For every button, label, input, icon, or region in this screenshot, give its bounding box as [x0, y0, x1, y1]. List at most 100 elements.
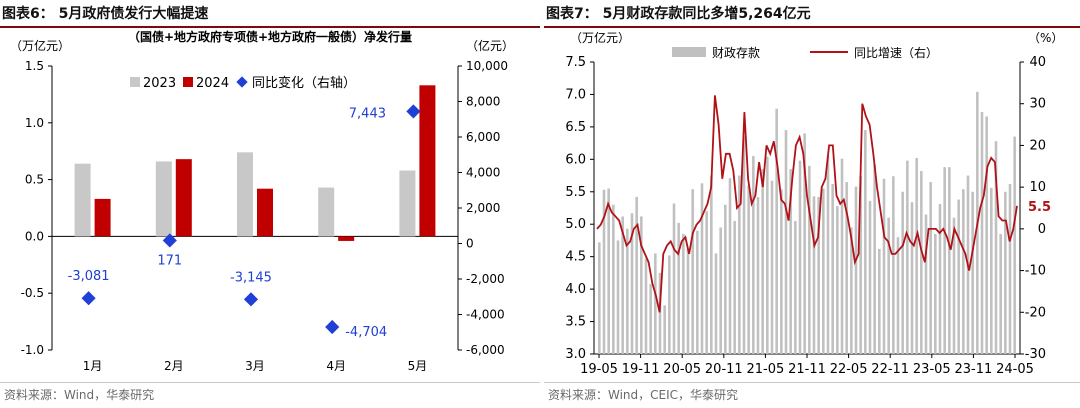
- deposit-bar: [705, 211, 708, 354]
- x-tick-label: 22-11: [871, 362, 909, 377]
- deposit-bar: [682, 233, 685, 354]
- left-tick-label: 6.5: [565, 120, 586, 135]
- category-label: 3月: [245, 359, 265, 373]
- deposit-bar: [826, 156, 830, 354]
- x-tick-label: 23-05: [913, 362, 951, 377]
- deposit-bar: [896, 237, 900, 354]
- right-tick-label: -10: [1025, 264, 1046, 279]
- deposit-bar: [780, 189, 783, 354]
- deposit-bar: [971, 191, 974, 354]
- right-tick-label: 2,000: [466, 201, 500, 215]
- source-divider: [0, 382, 540, 383]
- deposit-bar: [962, 189, 965, 354]
- legend-swatch-deposits: [672, 47, 706, 57]
- deposit-bar: [677, 222, 680, 354]
- deposit-bar: [691, 189, 694, 354]
- legend-swatch-2024: [183, 77, 193, 87]
- deposit-bar: [714, 253, 718, 354]
- x-tick-label: 24-05: [996, 362, 1034, 377]
- bar-2024: [419, 85, 436, 237]
- right-tick-label: 8,000: [466, 95, 500, 109]
- deposit-bar: [789, 169, 792, 354]
- left-axis-unit: （万亿元）: [570, 30, 630, 45]
- deposit-bar: [934, 233, 937, 354]
- deposit-bar: [700, 183, 704, 354]
- deposit-bar: [929, 182, 932, 354]
- yoy-data-label: -4,704: [345, 325, 387, 340]
- legend-label-deposits: 财政存款: [712, 46, 760, 60]
- yoy-data-label: 171: [157, 253, 182, 268]
- deposit-bar: [602, 189, 606, 354]
- x-tick-label: 23-11: [955, 362, 993, 377]
- deposit-bar: [612, 204, 615, 354]
- deposit-bar: [728, 178, 732, 354]
- deposit-bar: [672, 203, 676, 354]
- yoy-data-label: 7,443: [349, 106, 386, 121]
- deposit-bar: [798, 160, 802, 354]
- panel-title: 图表7： 5月财政存款同比多增5,264亿元: [546, 6, 811, 22]
- left-tick-label: -1.0: [21, 343, 44, 357]
- deposit-bar: [840, 158, 844, 354]
- deposit-bar: [696, 230, 699, 354]
- deposit-bar: [845, 182, 848, 354]
- deposit-bar: [710, 175, 713, 354]
- right-tick-label: 30: [1029, 97, 1046, 112]
- panel-title-bar: 图表7： 5月财政存款同比多增5,264亿元: [544, 0, 1080, 28]
- left-tick-label: 6.0: [565, 152, 586, 167]
- left-tick-label: 3.5: [565, 315, 586, 330]
- category-label: 4月: [326, 359, 346, 373]
- left-tick-label: 5.5: [565, 185, 586, 200]
- right-tick-label: -6,000: [466, 343, 505, 357]
- fiscal-deposits-chart: （万亿元） （%） 7.5 7.0 6.5 6.0 5.5 5.0 4.5 4.0 3.5 3.0 40…: [565, 30, 1063, 377]
- source-note: 资料来源：Wind，华泰研究: [4, 388, 155, 402]
- deposit-bar: [952, 217, 956, 354]
- deposit-bar: [990, 187, 993, 354]
- left-tick-label: 7.0: [565, 87, 586, 102]
- deposit-bar: [882, 178, 886, 354]
- deposit-bar: [644, 258, 648, 354]
- deposit-bar: [924, 214, 928, 354]
- deposit-bar: [616, 240, 620, 354]
- chart-panel-fiscal-deposits: 图表7： 5月财政存款同比多增5,264亿元 （万亿元） （%） 7.5 7.0 6.5…: [544, 0, 1080, 408]
- legend-swatch-yoy: [236, 76, 248, 88]
- deposit-bar: [910, 202, 914, 354]
- left-tick-label: 0.0: [25, 229, 44, 243]
- deposit-bar: [598, 242, 601, 354]
- right-tick-label: 0: [466, 237, 474, 251]
- deposit-bar: [663, 305, 666, 354]
- left-tick-label: 1.0: [25, 116, 44, 130]
- latest-value-label: 5.5: [1028, 200, 1051, 215]
- deposit-bar: [756, 196, 760, 354]
- deposit-bar: [817, 196, 820, 354]
- right-tick-label: 10: [1029, 180, 1046, 195]
- x-tick-label: 20-05: [663, 362, 701, 377]
- right-tick-label: -4,000: [466, 308, 505, 322]
- bar-2023: [74, 163, 91, 237]
- deposit-bar: [658, 272, 662, 354]
- legend-label-2023: 2023: [143, 76, 176, 91]
- deposit-bar: [1004, 191, 1007, 354]
- deposit-bar: [901, 191, 904, 354]
- category-label: 5月: [408, 359, 428, 373]
- deposit-bar: [794, 220, 797, 354]
- bar-2023: [237, 152, 253, 237]
- x-tick-label: 22-05: [830, 362, 868, 377]
- deposit-bar: [742, 136, 746, 354]
- deposit-bar: [859, 176, 862, 354]
- deposit-bar: [784, 130, 788, 354]
- source-note: 资料来源：Wind，CEIC，华泰研究: [548, 388, 739, 402]
- x-tick-label: 21-11: [788, 362, 826, 377]
- yoy-diamond: [243, 292, 259, 307]
- bar-2024: [94, 198, 111, 237]
- yoy-diamond: [406, 104, 421, 119]
- left-tick-label: 1.5: [25, 59, 44, 73]
- deposit-bar: [761, 169, 764, 354]
- deposit-bar: [943, 167, 946, 354]
- deposit-bar: [920, 171, 923, 354]
- left-tick-label: 0.5: [25, 173, 44, 187]
- deposit-bar: [854, 186, 858, 354]
- deposit-bar: [775, 108, 778, 354]
- deposit-bar: [864, 130, 867, 354]
- deposit-bar: [724, 204, 727, 354]
- left-tick-label: 4.5: [565, 250, 586, 265]
